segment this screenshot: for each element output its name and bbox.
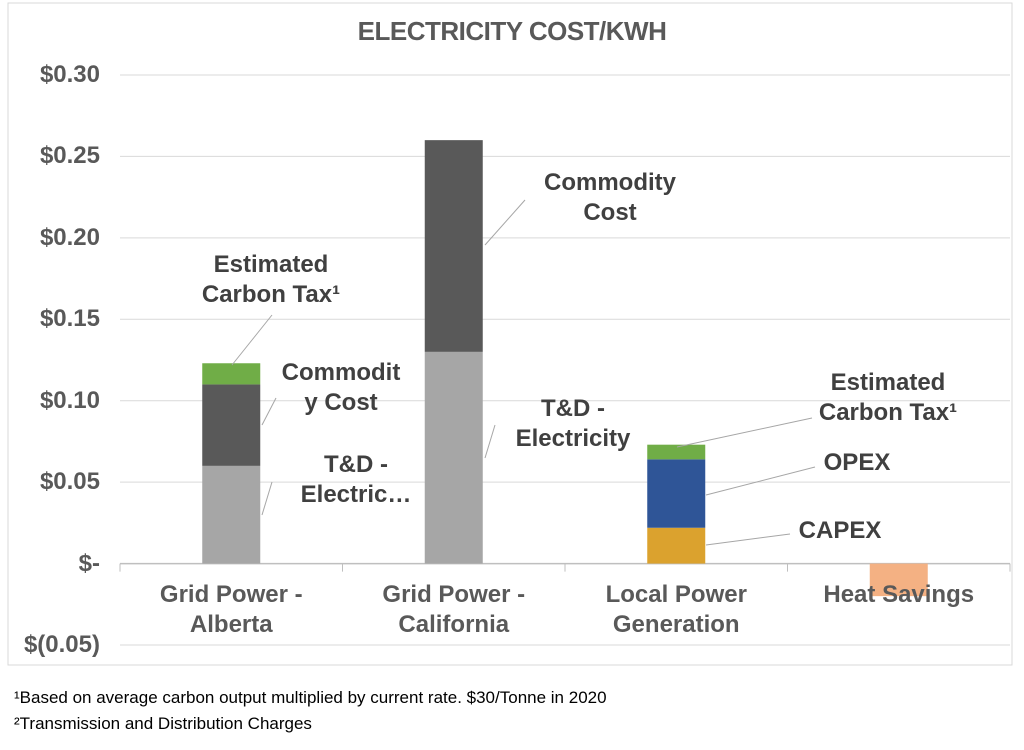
bar-segment bbox=[202, 465, 261, 564]
bar-segment bbox=[869, 563, 928, 597]
x-tick-label: Heat Savings bbox=[823, 580, 975, 608]
footnote: ²Transmission and Distribution Charges bbox=[14, 714, 312, 733]
data-label: Estimated Carbon Tax¹ bbox=[818, 369, 958, 426]
y-tick-label: $0.20 bbox=[39, 223, 100, 251]
leader-line bbox=[231, 314, 273, 366]
leader-line bbox=[261, 397, 277, 426]
footnote: ¹Based on average carbon output multipli… bbox=[14, 688, 607, 707]
leader-line bbox=[705, 533, 791, 546]
x-tick-label: Grid Power - California bbox=[382, 580, 526, 638]
bar-segment bbox=[424, 140, 483, 352]
data-label: T&D - Electric… bbox=[300, 451, 412, 508]
y-tick-label: $- bbox=[78, 549, 100, 577]
data-label: Commodit y Cost bbox=[281, 359, 401, 416]
y-tick-label: $0.05 bbox=[39, 468, 100, 496]
bar-segment bbox=[202, 363, 261, 385]
chart-border bbox=[7, 2, 1013, 666]
leader-line bbox=[676, 417, 813, 448]
y-tick-label: $0.30 bbox=[39, 61, 100, 88]
leader-line bbox=[261, 481, 273, 516]
data-label: CAPEX bbox=[798, 517, 882, 544]
bar-segment bbox=[647, 459, 706, 528]
bar-segment bbox=[424, 351, 483, 564]
data-label: Estimated Carbon Tax¹ bbox=[201, 251, 341, 308]
bar-segment bbox=[647, 527, 706, 564]
data-label: T&D - Electricity bbox=[515, 395, 631, 452]
leader-line bbox=[484, 424, 496, 459]
y-tick-label: $0.15 bbox=[39, 305, 100, 333]
leader-line bbox=[705, 466, 816, 496]
chart-title: ELECTRICITY COST/KWH bbox=[357, 16, 667, 46]
bar-segment bbox=[647, 444, 706, 460]
x-tick-label: Grid Power - Alberta bbox=[159, 580, 303, 638]
y-tick-label: $0.25 bbox=[39, 142, 100, 170]
x-tick-label: Local Power Generation bbox=[605, 580, 747, 638]
y-tick-label: $(0.05) bbox=[23, 631, 100, 658]
bar-segment bbox=[202, 384, 261, 466]
leader-line bbox=[484, 199, 526, 246]
data-label: Commodity Cost bbox=[544, 169, 676, 226]
y-tick-label: $0.10 bbox=[39, 386, 100, 414]
data-label: OPEX bbox=[823, 449, 891, 476]
